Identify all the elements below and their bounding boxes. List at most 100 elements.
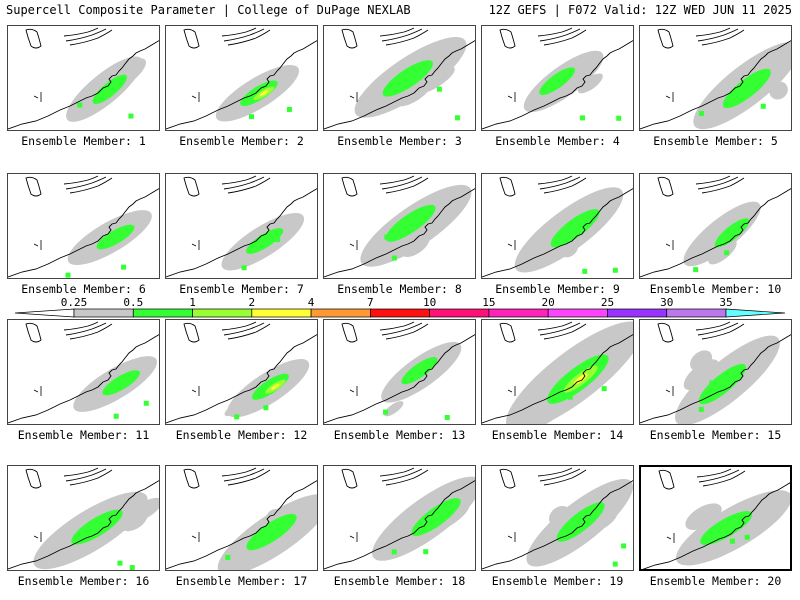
ensemble-member-label: Ensemble Member: 14 — [491, 428, 624, 442]
ensemble-member-map — [481, 173, 634, 279]
coastline — [640, 188, 791, 278]
ensemble-member-map — [481, 465, 634, 571]
ensemble-member-map — [481, 25, 634, 131]
scp-contour-mid — [567, 394, 573, 400]
coastline — [482, 480, 633, 570]
coastline — [482, 334, 633, 424]
model-valid-time: 12Z GEFS | F072 Valid: 12Z WED JUN 11 20… — [488, 3, 792, 17]
lake-outline — [385, 177, 429, 194]
ensemble-member-label: Ensemble Member: 15 — [649, 428, 782, 442]
member-map-svg — [166, 27, 317, 130]
lake-outline — [543, 469, 587, 486]
member-map-svg — [166, 321, 317, 424]
ensemble-member-label: Ensemble Member: 17 — [175, 574, 308, 588]
island-outline — [33, 532, 42, 542]
colorbar-tick-label: 4 — [308, 296, 315, 309]
lake-outline — [63, 467, 99, 477]
lake-outline — [223, 322, 265, 336]
colorbar-tick-label: 35 — [719, 296, 732, 309]
ensemble-member-label: Ensemble Member: 9 — [495, 282, 620, 296]
ensemble-member-label: Ensemble Member: 11 — [17, 428, 150, 442]
ensemble-member-label: Ensemble Member: 8 — [337, 282, 462, 296]
colorbar-segment — [666, 308, 727, 318]
scp-contour-low — [693, 41, 791, 130]
coastline — [166, 480, 317, 570]
coastline — [8, 40, 159, 130]
coastline — [166, 188, 317, 278]
ensemble-member-map — [7, 173, 160, 279]
colorbar-tick-label: 25 — [601, 296, 614, 309]
lake-outline — [63, 175, 99, 185]
coastline — [8, 188, 159, 278]
lake-outline — [537, 321, 573, 331]
lake-outline — [65, 28, 107, 42]
scp-contour-mid — [121, 264, 127, 270]
lake-outline — [183, 322, 200, 343]
coastline — [642, 482, 790, 569]
coastline — [8, 334, 159, 424]
lake-outline — [658, 469, 675, 490]
scp-contour-mid — [234, 414, 240, 420]
ensemble-member-map — [165, 25, 318, 131]
scp-contour-mid — [96, 224, 135, 250]
member-map-svg — [8, 27, 159, 130]
scp-contour-low — [594, 510, 618, 531]
lake-outline — [69, 177, 113, 194]
lake-outline — [543, 29, 587, 46]
member-map-svg — [8, 321, 159, 424]
lake-outline — [381, 28, 423, 42]
lake-outline — [696, 468, 732, 478]
member-map-svg — [482, 321, 633, 424]
colorbar-tick-label: 20 — [542, 296, 555, 309]
member-map-svg — [324, 175, 475, 278]
scp-contour-mid — [714, 218, 750, 248]
scp-contour-mid — [382, 60, 433, 97]
lake-outline — [701, 177, 745, 194]
lake-outline — [379, 321, 415, 331]
scp-contour-mid — [698, 406, 704, 412]
colorbar-segment — [192, 308, 253, 318]
scp-contour-mid — [444, 414, 450, 420]
scp-contour-mid — [275, 237, 281, 243]
lake-outline — [381, 468, 423, 482]
ensemble-member-label: Ensemble Member: 4 — [495, 134, 620, 148]
ensemble-member-map — [165, 465, 318, 571]
ensemble-member-map — [165, 173, 318, 279]
lake-outline — [227, 469, 271, 486]
scp-contour-mid — [722, 68, 771, 109]
lake-outline — [221, 175, 257, 185]
ensemble-member-label: Ensemble Member: 6 — [21, 282, 146, 296]
colorbar-segment — [251, 308, 312, 318]
scp-contour-mid — [383, 409, 389, 415]
ensemble-member-label: Ensemble Member: 19 — [491, 574, 624, 588]
coastline — [324, 480, 475, 570]
island-outline — [191, 92, 200, 102]
scp-contour-mid — [248, 114, 254, 120]
lake-outline — [539, 322, 581, 336]
member-map-svg — [642, 468, 790, 569]
ensemble-member-map — [165, 319, 318, 425]
ensemble-member-map — [323, 319, 476, 425]
lake-outline — [695, 321, 731, 331]
ensemble-member-map — [323, 465, 476, 571]
coastline — [324, 188, 475, 278]
colorbar-tick-label: 7 — [367, 296, 374, 309]
coastline — [640, 40, 791, 130]
island-outline — [191, 386, 200, 396]
scp-contour-mid — [454, 115, 460, 121]
lake-outline — [381, 176, 423, 190]
lake-outline — [499, 468, 516, 489]
lake-outline — [183, 28, 200, 49]
lake-outline — [697, 322, 739, 336]
member-map-svg — [640, 321, 791, 424]
scp-contour-mid — [260, 537, 266, 543]
scp-contour-mid — [724, 250, 730, 256]
island-outline — [33, 92, 42, 102]
colorbar-segment — [310, 308, 371, 318]
island-outline — [349, 92, 358, 102]
lake-outline — [183, 468, 200, 489]
scp-contour-low — [531, 398, 564, 424]
lake-outline — [227, 177, 271, 194]
scp-contour-mid — [550, 209, 600, 248]
colorbar-segment — [73, 308, 134, 318]
